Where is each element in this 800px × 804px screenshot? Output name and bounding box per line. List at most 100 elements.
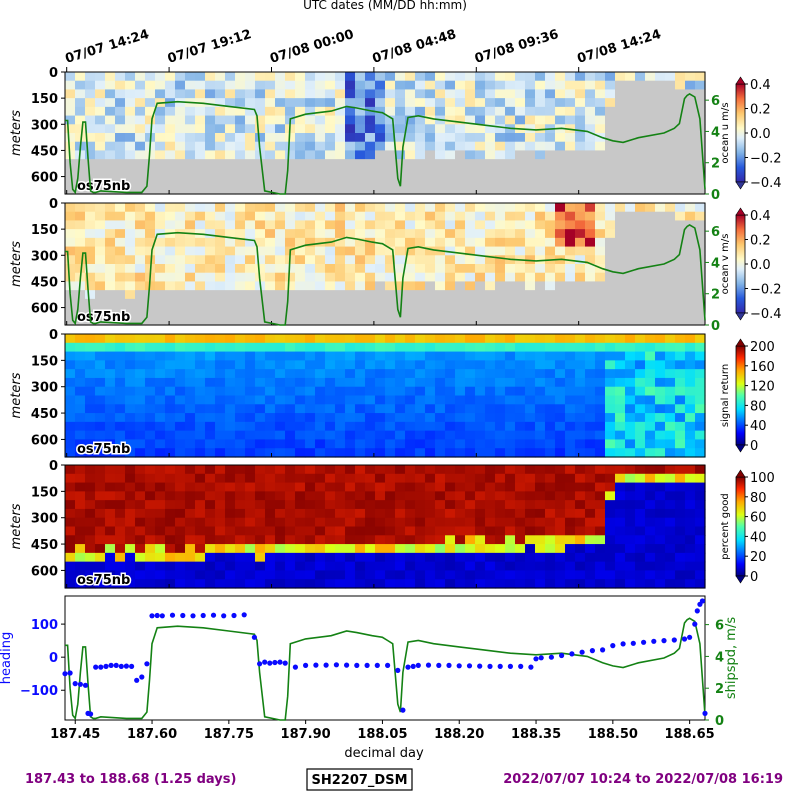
heatmap-cell bbox=[585, 89, 596, 99]
heatmap-cell bbox=[125, 351, 136, 361]
heatmap-cell bbox=[545, 544, 556, 554]
heatmap-cell bbox=[445, 570, 456, 580]
heatmap-cell bbox=[375, 220, 386, 230]
heatmap-cell bbox=[545, 491, 556, 501]
heatmap-cell bbox=[245, 544, 256, 554]
heatmap-cell bbox=[585, 439, 596, 449]
heatmap-cell bbox=[585, 570, 596, 580]
heatmap-cell bbox=[445, 448, 456, 458]
heatmap-cell bbox=[115, 159, 126, 169]
heatmap-cell bbox=[245, 517, 256, 528]
heatmap-cell bbox=[525, 80, 536, 91]
heatmap-cell bbox=[425, 404, 436, 414]
heatmap-cell bbox=[435, 404, 446, 414]
heatmap-cell bbox=[645, 342, 656, 353]
heatmap-cell bbox=[215, 89, 226, 99]
heatmap-cell bbox=[205, 448, 216, 458]
heatmap-cell bbox=[395, 570, 406, 580]
heatmap-cell bbox=[565, 439, 576, 449]
heatmap-cell bbox=[335, 185, 346, 195]
heatmap-cell bbox=[245, 237, 256, 248]
heatmap-cell bbox=[185, 404, 196, 414]
heatmap-cell bbox=[265, 98, 276, 108]
heatmap-cell bbox=[455, 167, 466, 178]
heatmap-cell bbox=[645, 430, 656, 441]
heatmap-cell bbox=[125, 404, 136, 414]
heatmap-cell bbox=[415, 395, 426, 405]
heatmap-cell bbox=[605, 360, 616, 370]
heatmap-cell bbox=[345, 334, 356, 344]
heatmap-cell bbox=[265, 535, 276, 545]
heatmap-cell bbox=[445, 342, 456, 353]
heatmap-cell bbox=[385, 579, 396, 589]
heatmap-cell bbox=[495, 264, 506, 274]
heatmap-cell bbox=[295, 404, 306, 414]
heatmap-cell bbox=[215, 500, 226, 510]
heatmap-cell bbox=[595, 526, 606, 536]
heatmap-cell bbox=[595, 176, 606, 186]
heatmap-cell bbox=[275, 124, 286, 134]
heatmap-cell bbox=[145, 439, 156, 449]
heatmap-cell bbox=[425, 351, 436, 361]
right-tick-label: 0 bbox=[715, 714, 724, 729]
heatmap-cell bbox=[265, 115, 276, 125]
heatmap-cell bbox=[425, 316, 436, 326]
heatmap-cell bbox=[485, 316, 496, 326]
heatmap-cell bbox=[335, 334, 346, 344]
heatmap-cell bbox=[115, 421, 126, 432]
heatmap-cell bbox=[215, 229, 226, 239]
heatmap-cell bbox=[565, 448, 576, 458]
heatmap-cell bbox=[475, 124, 486, 134]
heatmap-cell bbox=[385, 281, 396, 291]
heatmap-cell bbox=[385, 439, 396, 449]
heatmap-cell bbox=[355, 290, 366, 300]
heatmap-cell bbox=[405, 255, 416, 265]
colorbar-tick-label: −0.4 bbox=[750, 176, 782, 191]
heatmap-cell bbox=[635, 404, 646, 414]
heatmap-cell bbox=[505, 351, 516, 361]
heatmap-cell bbox=[365, 229, 376, 239]
heatmap-cell bbox=[65, 369, 76, 379]
heatmap-cell bbox=[375, 570, 386, 580]
heatmap-cell bbox=[435, 439, 446, 449]
heatmap-cell bbox=[555, 421, 566, 432]
heatmap-cell bbox=[535, 465, 546, 475]
heatmap-cell bbox=[625, 316, 636, 326]
heatmap-cell bbox=[415, 106, 426, 117]
heatmap-cell bbox=[515, 141, 526, 152]
heatmap-cell bbox=[675, 159, 686, 169]
heatmap-cell bbox=[435, 413, 446, 423]
heatmap-cell bbox=[115, 473, 126, 484]
heatmap-cell bbox=[655, 342, 666, 353]
heatmap-cell bbox=[345, 98, 356, 108]
heatmap-cell bbox=[85, 526, 96, 536]
heatmap-cell bbox=[415, 150, 426, 160]
heatmap-cell bbox=[555, 220, 566, 230]
heatmap-cell bbox=[555, 281, 566, 291]
heatmap-cell bbox=[175, 80, 186, 91]
heatmap-cell bbox=[165, 448, 176, 458]
heatmap-cell bbox=[375, 500, 386, 510]
heatmap-cell bbox=[95, 72, 106, 82]
heatmap-cell bbox=[85, 298, 96, 309]
heatmap-cell bbox=[695, 439, 706, 449]
heatmap-cell bbox=[385, 377, 396, 388]
heatmap-cell bbox=[585, 473, 596, 484]
heatmap-cell bbox=[375, 237, 386, 248]
heatmap-cell bbox=[345, 80, 356, 91]
heatmap-cell bbox=[635, 386, 646, 397]
heatmap-cell bbox=[415, 448, 426, 458]
heatmap-cell bbox=[565, 561, 576, 572]
heatmap-cell bbox=[405, 473, 416, 484]
heatmap-cell bbox=[225, 150, 236, 160]
heatmap-cell bbox=[505, 465, 516, 475]
heatmap-cell bbox=[325, 500, 336, 510]
heatmap-cell bbox=[475, 264, 486, 274]
heatmap-cell bbox=[415, 439, 426, 449]
heatmap-cell bbox=[385, 421, 396, 432]
y-tick-label: 150 bbox=[31, 354, 58, 369]
heatmap-cell bbox=[435, 500, 446, 510]
heatmap-cell bbox=[475, 89, 486, 99]
heatmap-cell bbox=[105, 220, 116, 230]
heatmap-cell bbox=[175, 500, 186, 510]
